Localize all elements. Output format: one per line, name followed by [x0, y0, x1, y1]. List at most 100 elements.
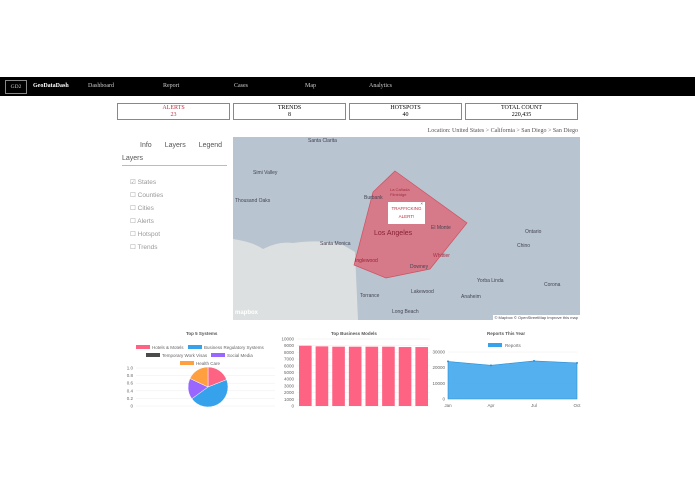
- y-tick: 10000: [281, 337, 294, 342]
- close-icon[interactable]: ×: [420, 201, 423, 206]
- map-label: Yorba Linda: [477, 278, 504, 284]
- stat-label: TOTAL COUNT: [500, 105, 542, 111]
- bar: [382, 346, 395, 406]
- legend-label: Business Regulatory Systems: [204, 345, 265, 350]
- stat-value: 220,435: [511, 112, 532, 118]
- map-label: Inglewood: [355, 258, 378, 264]
- legend-swatch: [188, 345, 202, 349]
- y-tick: 30000: [432, 350, 445, 355]
- tab-info[interactable]: Info: [140, 142, 152, 149]
- alert-popup[interactable]: TRAFFICKING ALERT! ×: [388, 201, 425, 224]
- bar: [348, 346, 362, 406]
- legend-swatch: [146, 353, 160, 357]
- legend-label: Health Care: [196, 361, 221, 366]
- layer-trends[interactable]: ☐ Trends: [130, 243, 163, 256]
- layer-cities[interactable]: ☐ Cities: [130, 204, 163, 217]
- legend-swatch: [211, 353, 225, 357]
- layers-list: ☑ States ☐ Counties ☐ Cities ☐ Alerts ☐ …: [130, 178, 163, 256]
- y-tick: 0.6: [127, 381, 134, 386]
- stat-total-count[interactable]: TOTAL COUNT 220,435: [465, 103, 578, 120]
- popup-text: TRAFFICKING ALERT!: [391, 206, 422, 219]
- layer-hotspot[interactable]: ☐ Hotspot: [130, 230, 163, 243]
- checkbox-icon[interactable]: ☐: [130, 231, 136, 238]
- layer-alerts[interactable]: ☐ Alerts: [130, 217, 163, 230]
- map-label: Santa Clarita: [308, 138, 337, 144]
- legend-label: Reports: [505, 343, 522, 348]
- map-label: Torrance: [360, 293, 380, 299]
- chart-title: Reports This Year: [487, 331, 526, 336]
- y-tick: 6000: [284, 363, 295, 368]
- y-tick: 0.8: [127, 373, 134, 378]
- map-label: Lakewood: [411, 289, 434, 295]
- chart-title: Top Business Models: [331, 331, 377, 336]
- data-point: [447, 360, 449, 363]
- legend-label: Hotels & Motels: [152, 345, 184, 350]
- layer-label: Hotspot: [137, 231, 161, 238]
- checkbox-icon[interactable]: ☐: [130, 192, 136, 199]
- checkbox-icon[interactable]: ☐: [130, 218, 136, 225]
- checkbox-checked-icon[interactable]: ☑: [130, 179, 136, 186]
- map-label: Thousand Oaks: [235, 198, 271, 204]
- x-tick: Oct: [573, 403, 581, 408]
- map-label: Anaheim: [461, 294, 481, 300]
- legend-swatch: [136, 345, 150, 349]
- brand[interactable]: GeoDataDash: [33, 83, 69, 89]
- stat-alerts[interactable]: ALERTS 23: [117, 103, 230, 120]
- top-nav: GD2 GeoDataDash Dashboard Report Cases M…: [0, 77, 695, 96]
- map-label: Corona: [544, 282, 561, 288]
- y-tick: 10000: [432, 381, 445, 386]
- map-label: Burbank: [364, 195, 383, 201]
- map-label: Los Angeles: [374, 230, 413, 237]
- map-label: Simi Valley: [253, 170, 278, 176]
- layer-label: States: [137, 179, 157, 186]
- y-tick: 0: [442, 397, 445, 402]
- data-point: [576, 361, 578, 364]
- x-tick: Jan: [444, 403, 452, 408]
- layer-label: Alerts: [137, 218, 154, 225]
- stat-label: ALERTS: [162, 105, 185, 111]
- bar: [315, 346, 329, 406]
- stat-value: 40: [402, 112, 409, 118]
- nav-dashboard[interactable]: Dashboard: [88, 83, 114, 89]
- layer-states[interactable]: ☑ States: [130, 178, 163, 191]
- stat-hotspots[interactable]: HOTSPOTS 40: [349, 103, 462, 120]
- x-tick: Apr: [487, 403, 495, 408]
- stat-value: 8: [288, 112, 291, 118]
- y-tick: 0.4: [127, 388, 134, 393]
- y-tick: 0: [291, 404, 294, 409]
- legend-label: Temporary Work Visas: [162, 353, 208, 358]
- location-breadcrumb: Location: United States > California > S…: [427, 128, 578, 134]
- bar: [332, 346, 345, 406]
- y-tick: 9000: [284, 343, 295, 348]
- nav-map[interactable]: Map: [305, 83, 316, 89]
- layer-label: Trends: [137, 244, 158, 251]
- map-attribution[interactable]: © Mapbox © OpenStreetMap Improve this ma…: [492, 315, 580, 320]
- logo[interactable]: GD2: [5, 80, 27, 94]
- map-label: Ontario: [525, 229, 542, 235]
- nav-cases[interactable]: Cases: [234, 83, 248, 89]
- stat-trends[interactable]: TRENDS 8: [233, 103, 346, 120]
- checkbox-icon[interactable]: ☐: [130, 244, 136, 251]
- nav-analytics[interactable]: Analytics: [369, 83, 392, 89]
- bar: [365, 346, 379, 406]
- y-tick: 7000: [284, 357, 295, 362]
- checkbox-icon[interactable]: ☐: [130, 205, 136, 212]
- legend-label: Social Media: [227, 353, 253, 358]
- map-label: La Cañada Flintridge: [390, 187, 410, 197]
- y-tick: 1000: [284, 397, 295, 402]
- tab-layers[interactable]: Layers: [164, 142, 186, 149]
- panel-tabs: Info Layers Legend: [140, 142, 235, 149]
- data-point: [490, 364, 492, 367]
- map-label: El Monte: [431, 225, 451, 231]
- legend-swatch: [488, 343, 502, 347]
- alert-polygon[interactable]: [353, 170, 468, 279]
- y-tick: 1.0: [127, 366, 134, 371]
- stat-label: TRENDS: [277, 105, 302, 111]
- map[interactable]: Santa Clarita Simi Valley Thousand Oaks …: [233, 137, 580, 320]
- y-tick: 0.2: [127, 396, 134, 401]
- map-label: Downey: [410, 264, 429, 270]
- nav-report[interactable]: Report: [163, 83, 180, 89]
- tab-legend[interactable]: Legend: [198, 142, 223, 149]
- layer-counties[interactable]: ☐ Counties: [130, 191, 163, 204]
- y-tick: 3000: [284, 383, 295, 388]
